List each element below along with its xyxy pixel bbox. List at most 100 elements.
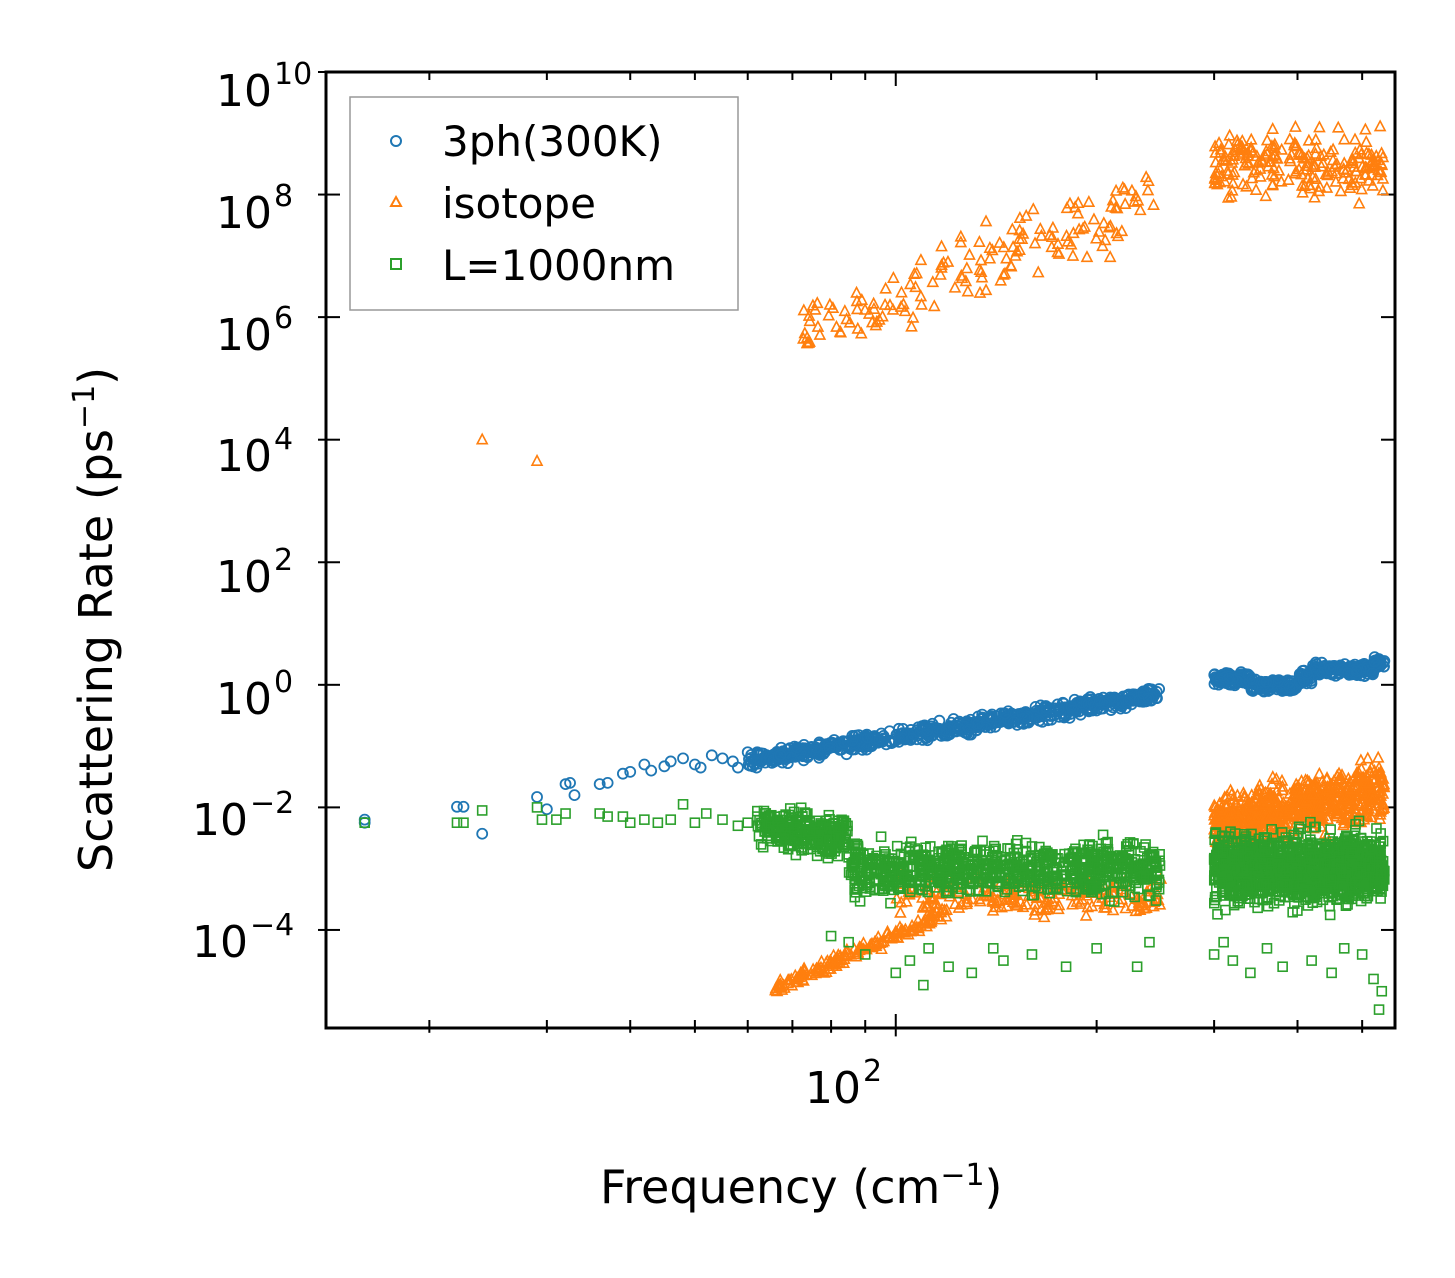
point-isotope [1348,145,1362,158]
point-isotope [1221,190,1235,203]
point-l1000nm [893,862,904,873]
point-isotope [1296,185,1309,198]
point-3ph [838,736,850,749]
point-isotope [1052,898,1066,911]
point-3ph [1142,692,1155,705]
point-3ph [1052,702,1065,715]
point-isotope [1238,158,1252,171]
point-isotope [1372,760,1386,773]
point-isotope [1226,167,1239,180]
point-isotope [1359,776,1372,789]
point-isotope [909,280,922,293]
point-isotope [1376,797,1390,810]
point-l1000nm [814,834,826,846]
point-isotope [1309,132,1323,145]
point-isotope [1354,147,1368,160]
point-l1000nm [987,943,999,954]
point-isotope [1214,803,1227,816]
series-l1000nm-points [359,799,1390,1015]
point-3ph [457,800,470,813]
point-isotope [797,303,811,316]
point-isotope [1260,133,1274,146]
point-3ph [835,743,848,756]
point-isotope [1355,784,1368,797]
point-isotope [1248,163,1262,176]
point-l1000nm [920,842,931,854]
point-l1000nm [940,887,952,898]
point-isotope [1236,177,1250,190]
point-l1000nm [799,807,811,818]
point-isotope [1232,815,1245,828]
point-l1000nm [894,883,906,895]
point-3ph [1246,681,1259,694]
point-l1000nm [1096,850,1108,861]
point-isotope [1360,145,1373,158]
point-l1000nm [849,884,860,895]
point-isotope [983,240,997,253]
point-isotope [1079,908,1093,921]
point-l1000nm [1070,873,1082,885]
point-l1000nm [854,896,866,907]
point-3ph [826,736,838,749]
point-l1000nm [800,818,811,829]
point-isotope [1096,239,1109,252]
point-3ph [1040,701,1052,714]
point-l1000nm [602,811,613,822]
point-isotope [1365,798,1379,811]
point-isotope [1071,196,1085,209]
point-l1000nm [782,843,794,855]
point-l1000nm [1128,838,1139,850]
point-l1000nm [1068,855,1080,866]
point-isotope [1052,902,1065,915]
point-isotope [800,335,814,348]
point-3ph [1301,667,1314,680]
point-3ph [873,733,886,746]
point-isotope [1085,899,1099,912]
point-isotope [1313,799,1327,812]
point-isotope [834,325,848,338]
point-l1000nm [536,814,548,825]
point-isotope [1097,216,1111,229]
point-l1000nm [1122,838,1133,850]
point-l1000nm [1008,876,1019,888]
point-isotope [1006,222,1019,235]
point-l1000nm [1031,862,1043,873]
point-isotope [1224,189,1238,202]
point-isotope [1373,119,1387,132]
point-l1000nm [1353,874,1365,885]
point-l1000nm [972,871,984,882]
point-isotope [974,264,988,277]
point-l1000nm [942,860,954,872]
point-isotope [1249,182,1263,195]
point-isotope [1250,149,1264,162]
point-isotope [1043,227,1056,241]
point-l1000nm [1143,890,1154,901]
point-l1000nm [1091,882,1103,893]
point-isotope [973,234,986,248]
point-isotope [920,899,934,912]
point-isotope [1004,259,1018,272]
point-isotope [955,268,968,281]
point-isotope [1300,793,1313,806]
point-isotope [1098,897,1111,910]
point-isotope [1360,161,1373,174]
point-isotope [1212,135,1226,148]
point-l1000nm [1350,818,1361,830]
point-isotope [1129,189,1143,202]
point-l1000nm [1305,816,1316,828]
point-isotope [830,319,843,332]
point-3ph [1218,671,1230,684]
point-isotope [1307,812,1321,825]
point-l1000nm [1151,878,1163,890]
point-l1000nm [551,814,562,825]
point-isotope [1359,135,1373,148]
point-l1000nm [1058,861,1069,872]
point-isotope [1066,248,1080,261]
point-isotope [887,270,900,283]
point-isotope [915,297,928,310]
point-isotope [816,963,830,976]
point-isotope [1118,197,1132,210]
point-isotope [1052,246,1066,259]
point-l1000nm [862,869,874,880]
point-isotope [781,973,795,986]
